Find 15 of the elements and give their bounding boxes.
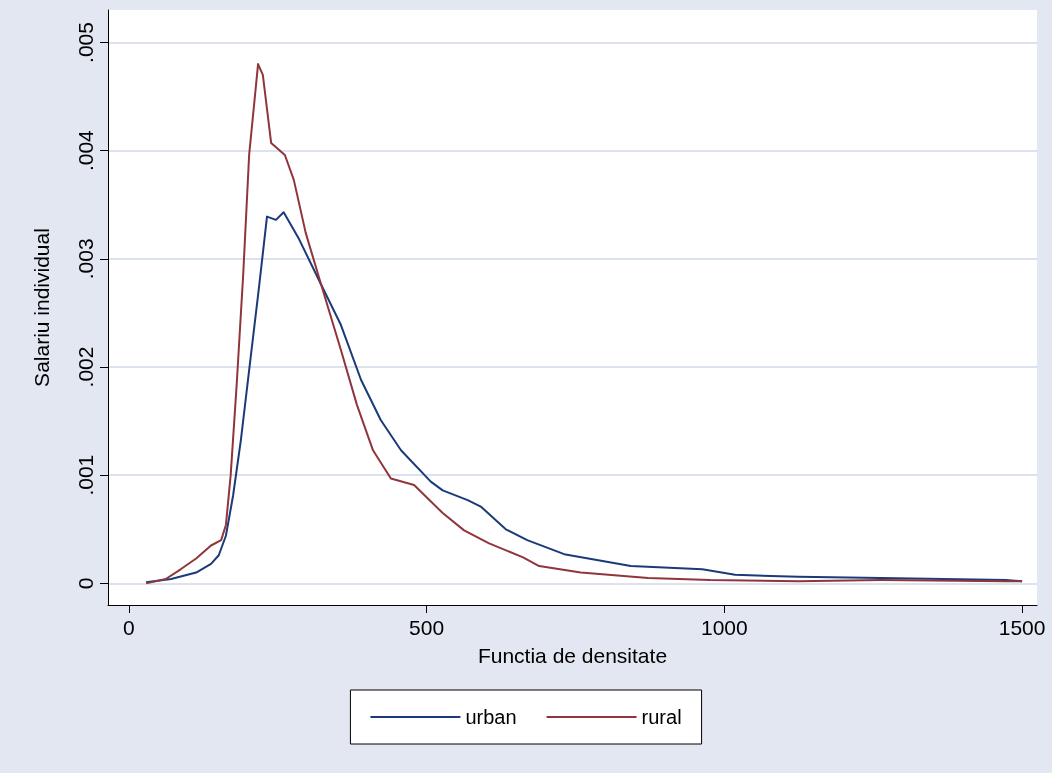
y-tick-label: .004 [74, 129, 97, 172]
y-tick-label: .005 [74, 22, 97, 63]
y-tick-label: .001 [74, 454, 97, 496]
x-tick-label: 0 [123, 616, 135, 639]
y-tick-label: 0 [74, 577, 97, 590]
y-axis-title: Salariu individual [30, 228, 53, 387]
y-tick-label: .003 [74, 238, 97, 280]
legend-label: rural [641, 706, 682, 728]
y-tick-label: .002 [74, 346, 97, 388]
x-tick-label: 1500 [998, 616, 1046, 639]
line-series [145, 63, 1024, 585]
x-tick-label: 1000 [701, 616, 748, 639]
x-axis-title: Functia de densitate [477, 644, 668, 667]
legend-label: urban [465, 706, 517, 728]
x-tick-label: 500 [409, 616, 445, 639]
